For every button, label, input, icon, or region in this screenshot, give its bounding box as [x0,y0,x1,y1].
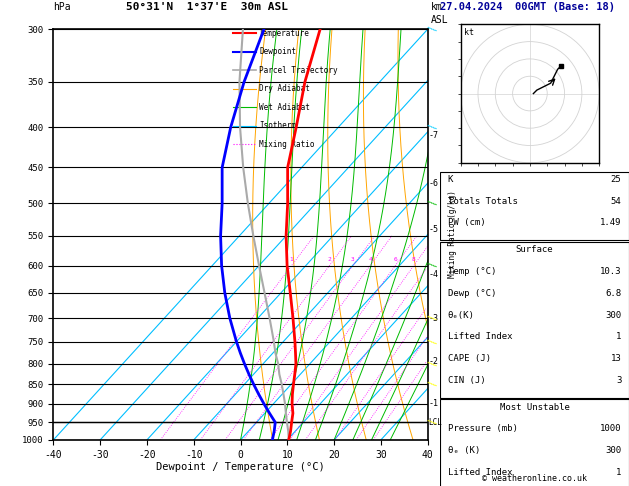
Text: 6: 6 [393,257,397,261]
Text: Mixing Ratio (g/kg): Mixing Ratio (g/kg) [448,191,457,278]
Text: Isotherm: Isotherm [259,121,296,130]
Text: -5: -5 [428,225,438,234]
Text: \: \ [427,122,438,133]
Text: 300: 300 [605,311,621,319]
Text: 1000: 1000 [600,424,621,434]
Text: Temperature: Temperature [259,29,310,38]
Text: -3: -3 [428,313,438,323]
Text: 54: 54 [611,197,621,206]
Text: Most Unstable: Most Unstable [499,402,570,412]
Text: Lifted Index: Lifted Index [448,332,513,341]
Bar [440,399,629,486]
Text: \: \ [427,336,438,347]
Text: 4: 4 [368,257,372,261]
Text: 13: 13 [611,354,621,363]
Bar [440,172,629,240]
Text: 2: 2 [328,257,331,261]
Text: Pressure (mb): Pressure (mb) [448,424,518,434]
Text: PW (cm): PW (cm) [448,219,486,227]
Text: \: \ [427,417,438,428]
Text: kt: kt [464,28,474,36]
Text: -1: -1 [428,399,438,408]
X-axis label: Dewpoint / Temperature (°C): Dewpoint / Temperature (°C) [156,462,325,472]
Text: Parcel Trajectory: Parcel Trajectory [259,66,338,75]
Text: \: \ [427,198,438,209]
Text: Dry Adiabat: Dry Adiabat [259,84,310,93]
Text: Lifted Index: Lifted Index [448,468,513,477]
Text: Wet Adiabat: Wet Adiabat [259,103,310,112]
Bar [440,242,629,398]
Text: CIN (J): CIN (J) [448,376,486,385]
Text: 1.49: 1.49 [600,219,621,227]
Text: hPa: hPa [53,2,71,13]
Text: 6.8: 6.8 [605,289,621,298]
Text: θₑ(K): θₑ(K) [448,311,475,319]
Text: 1: 1 [290,257,293,261]
Text: \: \ [427,379,438,390]
Text: Dewpoint: Dewpoint [259,47,296,56]
Text: θₑ (K): θₑ (K) [448,446,480,455]
Text: K: K [448,175,454,184]
Text: Mixing Ratio: Mixing Ratio [259,139,314,149]
Text: -6: -6 [428,179,438,188]
Text: 25: 25 [611,175,621,184]
Text: \: \ [427,358,438,369]
Text: Totals Totals: Totals Totals [448,197,518,206]
Text: © weatheronline.co.uk: © weatheronline.co.uk [482,474,587,483]
Text: 3: 3 [616,376,621,385]
Text: Temp (°C): Temp (°C) [448,267,496,276]
Text: \: \ [427,23,438,35]
Text: 300: 300 [605,446,621,455]
Text: CAPE (J): CAPE (J) [448,354,491,363]
Text: -4: -4 [428,270,438,279]
Text: Dewp (°C): Dewp (°C) [448,289,496,298]
Text: 1: 1 [616,468,621,477]
Text: 50°31'N  1°37'E  30m ASL: 50°31'N 1°37'E 30m ASL [126,2,288,13]
Text: -2: -2 [428,357,438,366]
Text: -7: -7 [428,131,438,140]
Text: Surface: Surface [516,245,554,254]
Text: km: km [431,2,443,13]
Text: 1: 1 [616,332,621,341]
Text: 27.04.2024  00GMT (Base: 18): 27.04.2024 00GMT (Base: 18) [440,2,615,13]
Text: ASL: ASL [431,15,448,25]
Text: 10.3: 10.3 [600,267,621,276]
Text: 8: 8 [412,257,416,261]
Text: LCL: LCL [428,418,442,427]
Text: \: \ [427,260,438,271]
Text: \: \ [427,312,438,324]
Text: 3: 3 [351,257,355,261]
